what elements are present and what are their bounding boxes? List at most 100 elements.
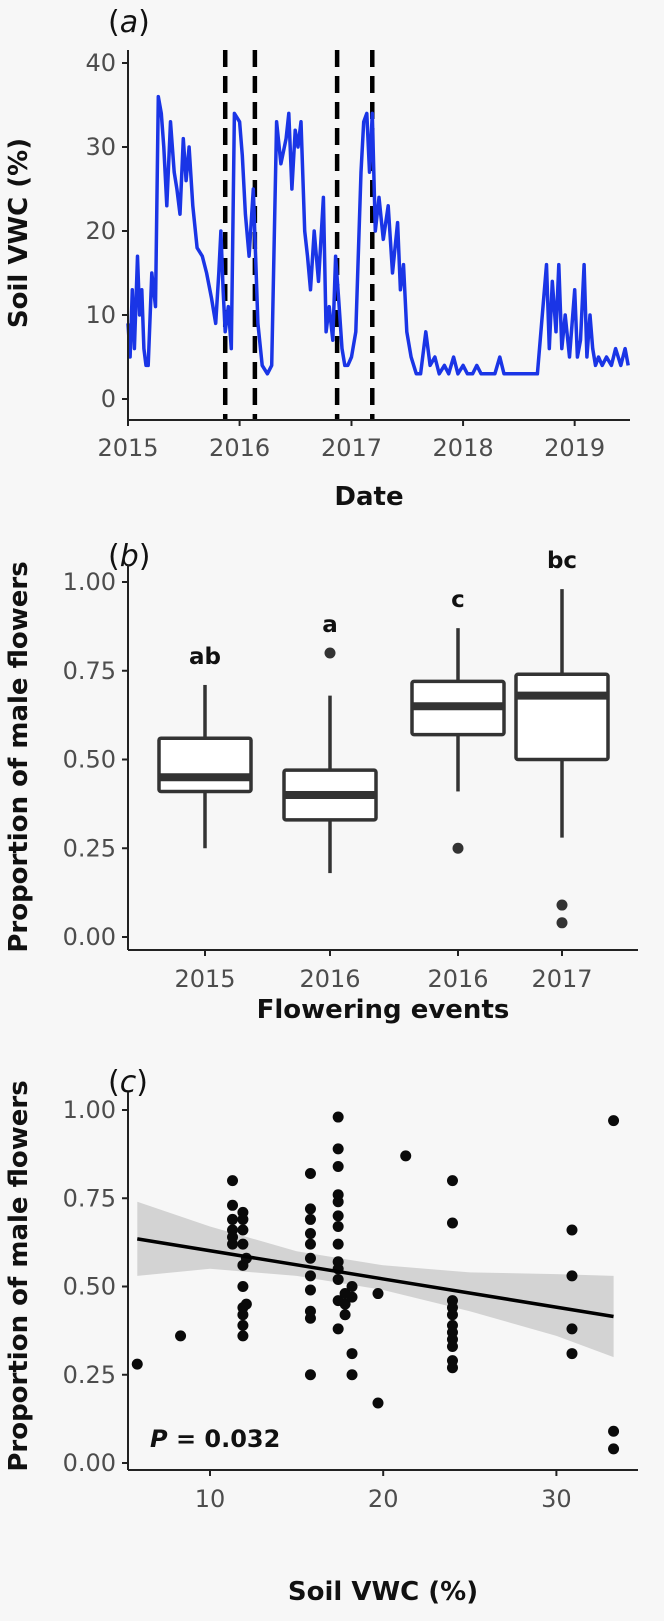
scatter-point-26	[304, 1270, 316, 1282]
scatter-point-52	[372, 1397, 384, 1409]
scatter-point-0	[131, 1358, 143, 1370]
scatter-point-24	[304, 1238, 316, 1250]
panel-c-y-tick-label-0: 0.00	[63, 1449, 116, 1477]
panel-b-y-tick-label-2: 0.50	[63, 746, 116, 774]
scatter-point-32	[332, 1143, 344, 1155]
panel-b-letter: (b)	[108, 539, 150, 574]
panel-c-y-tick-label-4: 1.00	[63, 1096, 116, 1124]
box-outlier-3-0	[556, 899, 568, 911]
scatter-point-10	[237, 1224, 249, 1236]
scatter-point-19	[240, 1298, 252, 1310]
scatter-point-17	[237, 1330, 249, 1342]
regression-line	[136, 1237, 614, 1319]
scatter-point-46	[339, 1309, 351, 1321]
scatter-point-20	[304, 1168, 316, 1180]
panel-c-y-axis-title: Proportion of male flowers	[4, 1080, 34, 1471]
panel-c-letter: (c)	[108, 1065, 148, 1100]
scatter-point-22	[304, 1213, 316, 1225]
panel-a-y-tick-label-3: 30	[85, 133, 116, 161]
scatter-point-49	[346, 1348, 358, 1360]
panel-c-x-tick-label-1: 20	[368, 1485, 399, 1513]
scatter-point-27	[304, 1284, 316, 1296]
panel-c-scatter: (c) 0.00 0.25 0.50 0.75 1.00 10 20 30 P = 0.032…	[4, 1065, 638, 1607]
panel-b-y-tick-label-4: 1.00	[63, 568, 116, 596]
scatter-point-50	[346, 1369, 358, 1381]
panel-b-y-tick-label-3: 0.75	[63, 657, 116, 685]
scatter-point-35	[332, 1196, 344, 1208]
panel-b-y-tick-label-0: 0.00	[63, 923, 116, 951]
scatter-point-38	[332, 1238, 344, 1250]
panel-a-x-tick-label-3: 2018	[433, 434, 494, 462]
scatter-point-45	[339, 1298, 351, 1310]
panel-b-y-tick-label-1: 0.25	[63, 834, 116, 862]
scatter-point-41	[332, 1273, 344, 1285]
scatter-point-48	[346, 1291, 358, 1303]
panel-b-x-tick-label-3: 2017	[531, 965, 592, 993]
scatter-point-1	[175, 1330, 187, 1342]
scatter-point-70	[608, 1425, 620, 1437]
panel-a-x-tick-label-0: 2015	[97, 434, 158, 462]
scatter-point-65	[566, 1224, 578, 1236]
box-iqr-0	[157, 736, 253, 794]
panel-b-x-tick-label-1: 2016	[299, 965, 360, 993]
scatter-point-21	[304, 1203, 316, 1215]
scatter-point-67	[566, 1323, 578, 1335]
scatter-point-33	[332, 1160, 344, 1172]
scatter-point-58	[446, 1309, 458, 1321]
panel-c-x-tick-label-0: 10	[195, 1485, 226, 1513]
scatter-point-62	[446, 1341, 458, 1353]
scatter-point-47	[346, 1281, 358, 1292]
panel-a-y-tick-label-4: 40	[85, 49, 116, 77]
panel-b-x-axis-title: Flowering events	[257, 995, 510, 1025]
box-outlier-3-1	[556, 917, 568, 929]
panel-a-letter: (a)	[108, 5, 150, 40]
scatter-point-2	[227, 1175, 239, 1187]
panel-a-y-tick-label-1: 10	[85, 301, 116, 329]
scatter-point-68	[566, 1348, 578, 1360]
significance-letter-1: a	[322, 612, 338, 638]
scatter-point-53	[400, 1150, 412, 1162]
panel-a-x-tick-label-2: 2017	[321, 434, 382, 462]
significance-letter-2: c	[451, 587, 465, 613]
scatter-point-43	[332, 1323, 344, 1335]
panel-a-x-tick-label-4: 2019	[544, 434, 605, 462]
p-value-annotation: P = 0.032	[150, 1425, 280, 1453]
panel-a-x-tick-label-1: 2016	[209, 434, 270, 462]
scatter-point-7	[227, 1238, 239, 1250]
panel-b-y-axis-title: Proportion of male flowers	[4, 561, 34, 952]
panel-b-x-tick-label-2: 2016	[427, 965, 488, 993]
box-iqr-3	[514, 672, 610, 762]
scatter-point-37	[332, 1220, 344, 1232]
panel-b-plot-area: 0.00 0.25 0.50 0.75 1.00 2015 2016 2016 2017 ab a c…	[63, 548, 638, 993]
scatter-point-36	[332, 1210, 344, 1222]
scatter-point-51	[372, 1288, 384, 1300]
panel-c-x-tick-label-2: 30	[541, 1485, 572, 1513]
scatter-point-71	[608, 1443, 620, 1455]
panel-c-y-tick-label-2: 0.50	[63, 1273, 116, 1301]
scatter-point-54	[446, 1175, 458, 1187]
panel-c-plot-area: 0.00 0.25 0.50 0.75 1.00 10 20 30	[63, 1092, 638, 1513]
panel-a-x-axis-title: Date	[334, 482, 403, 512]
panel-b-x-tick-label-0: 2015	[174, 965, 235, 993]
panel-c-y-tick-label-3: 0.75	[63, 1184, 116, 1212]
scatter-point-3	[227, 1199, 239, 1211]
scatter-point-55	[446, 1217, 458, 1229]
scatter-point-29	[304, 1312, 316, 1324]
panel-a-y-axis-title: Soil VWC (%)	[4, 138, 34, 328]
panel-a-y-tick-label-2: 20	[85, 217, 116, 245]
soil-vwc-series-line	[126, 94, 630, 376]
panel-c-y-tick-label-1: 0.25	[63, 1361, 116, 1389]
scatter-point-31	[332, 1111, 344, 1123]
panel-a-y-tick-label-0: 0	[101, 385, 116, 413]
scatter-point-66	[566, 1270, 578, 1282]
scatter-point-23	[304, 1228, 316, 1240]
scatter-point-30	[304, 1369, 316, 1381]
scatter-point-13	[237, 1281, 249, 1292]
box-outlier-2-0	[452, 842, 464, 854]
significance-letter-0: ab	[189, 644, 221, 670]
scatter-point-11	[237, 1238, 249, 1250]
scatter-point-9	[237, 1213, 249, 1225]
scatter-point-69	[608, 1115, 620, 1127]
scatter-point-64	[446, 1362, 458, 1374]
